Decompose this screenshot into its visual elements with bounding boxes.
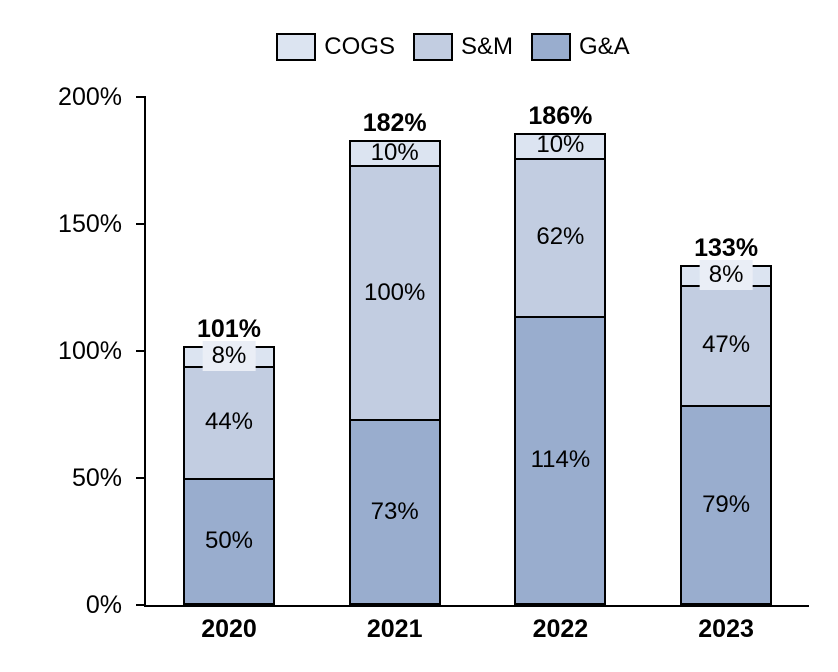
- bar-segment-sm: [348, 165, 441, 420]
- segment-value-label: 62%: [536, 222, 585, 250]
- segment-value-label: 114%: [530, 446, 591, 474]
- x-axis-line: [143, 604, 809, 607]
- legend-item-ga: G&A: [531, 33, 630, 61]
- y-axis-tick-mark: [136, 476, 145, 480]
- bar-segments: [680, 264, 773, 605]
- segment-value-label: 8%: [202, 341, 256, 372]
- y-axis-tick-label: 50%: [71, 464, 122, 492]
- legend-item-sm: S&M: [412, 33, 513, 61]
- bar-segments: [348, 140, 441, 605]
- stacked-bar-2020: 50% 44% 8%: [183, 341, 275, 605]
- segment-value-label: 79%: [702, 490, 751, 518]
- bar-segments: [183, 345, 275, 605]
- segment-value-label: 50%: [204, 527, 254, 555]
- y-axis-tick-label: 200%: [58, 83, 122, 111]
- legend-swatch-icon: [531, 33, 571, 61]
- y-axis-tick-mark: [136, 349, 145, 353]
- x-axis-category-label: 2021: [366, 615, 423, 643]
- stacked-bar-2021: 73% 100% 10%: [348, 138, 441, 605]
- bar-total-label: 133%: [694, 233, 759, 262]
- bar-total-label: 101%: [197, 314, 261, 343]
- x-axis-category-label: 2022: [532, 615, 589, 643]
- bar-segment-ga: [183, 477, 275, 605]
- stacked-bar-2022: 114% 62% 10%: [514, 131, 607, 605]
- bar-segment-sm: [514, 157, 607, 316]
- legend-label: S&M: [460, 33, 513, 60]
- chart-legend: COGS S&M G&A: [34, 33, 838, 61]
- bar-segment-cogs: [514, 132, 607, 158]
- legend-item-cogs: COGS: [276, 33, 395, 61]
- x-axis-category-label: 2023: [698, 615, 754, 643]
- bar-segment-cogs: [348, 140, 441, 166]
- y-axis-tick-label: 100%: [58, 337, 122, 365]
- legend-swatch-icon: [276, 33, 317, 61]
- bar-segment-ga: [348, 419, 441, 605]
- bar-segment-ga: [514, 315, 607, 605]
- segment-value-label: 100%: [363, 278, 426, 306]
- segment-value-label: 47%: [702, 330, 751, 358]
- y-axis-tick-label: 0%: [85, 591, 122, 619]
- y-axis-tick-mark: [136, 222, 145, 226]
- y-axis-tick-mark: [136, 95, 145, 99]
- stacked-bar-2023: 79% 47% 8%: [680, 259, 773, 605]
- bar-segment-sm: [183, 365, 275, 478]
- segment-value-label: 8%: [699, 259, 753, 290]
- legend-label: COGS: [324, 33, 395, 60]
- bar-total-label: 182%: [362, 109, 427, 138]
- bar-segment-sm: [680, 284, 773, 405]
- bar-segments: [514, 132, 607, 605]
- bar-segment-ga: [680, 404, 773, 605]
- segment-value-label: 10%: [536, 131, 585, 159]
- bar-total-label: 186%: [528, 101, 593, 130]
- x-axis-category-label: 2020: [201, 615, 257, 643]
- segment-value-label: 44%: [204, 408, 254, 436]
- legend-swatch-icon: [412, 33, 453, 61]
- y-axis-tick-label: 150%: [58, 210, 122, 238]
- y-axis-tick-mark: [136, 603, 145, 607]
- legend-label: G&A: [579, 33, 630, 60]
- segment-value-label: 73%: [370, 498, 419, 526]
- segment-value-label: 10%: [370, 138, 419, 166]
